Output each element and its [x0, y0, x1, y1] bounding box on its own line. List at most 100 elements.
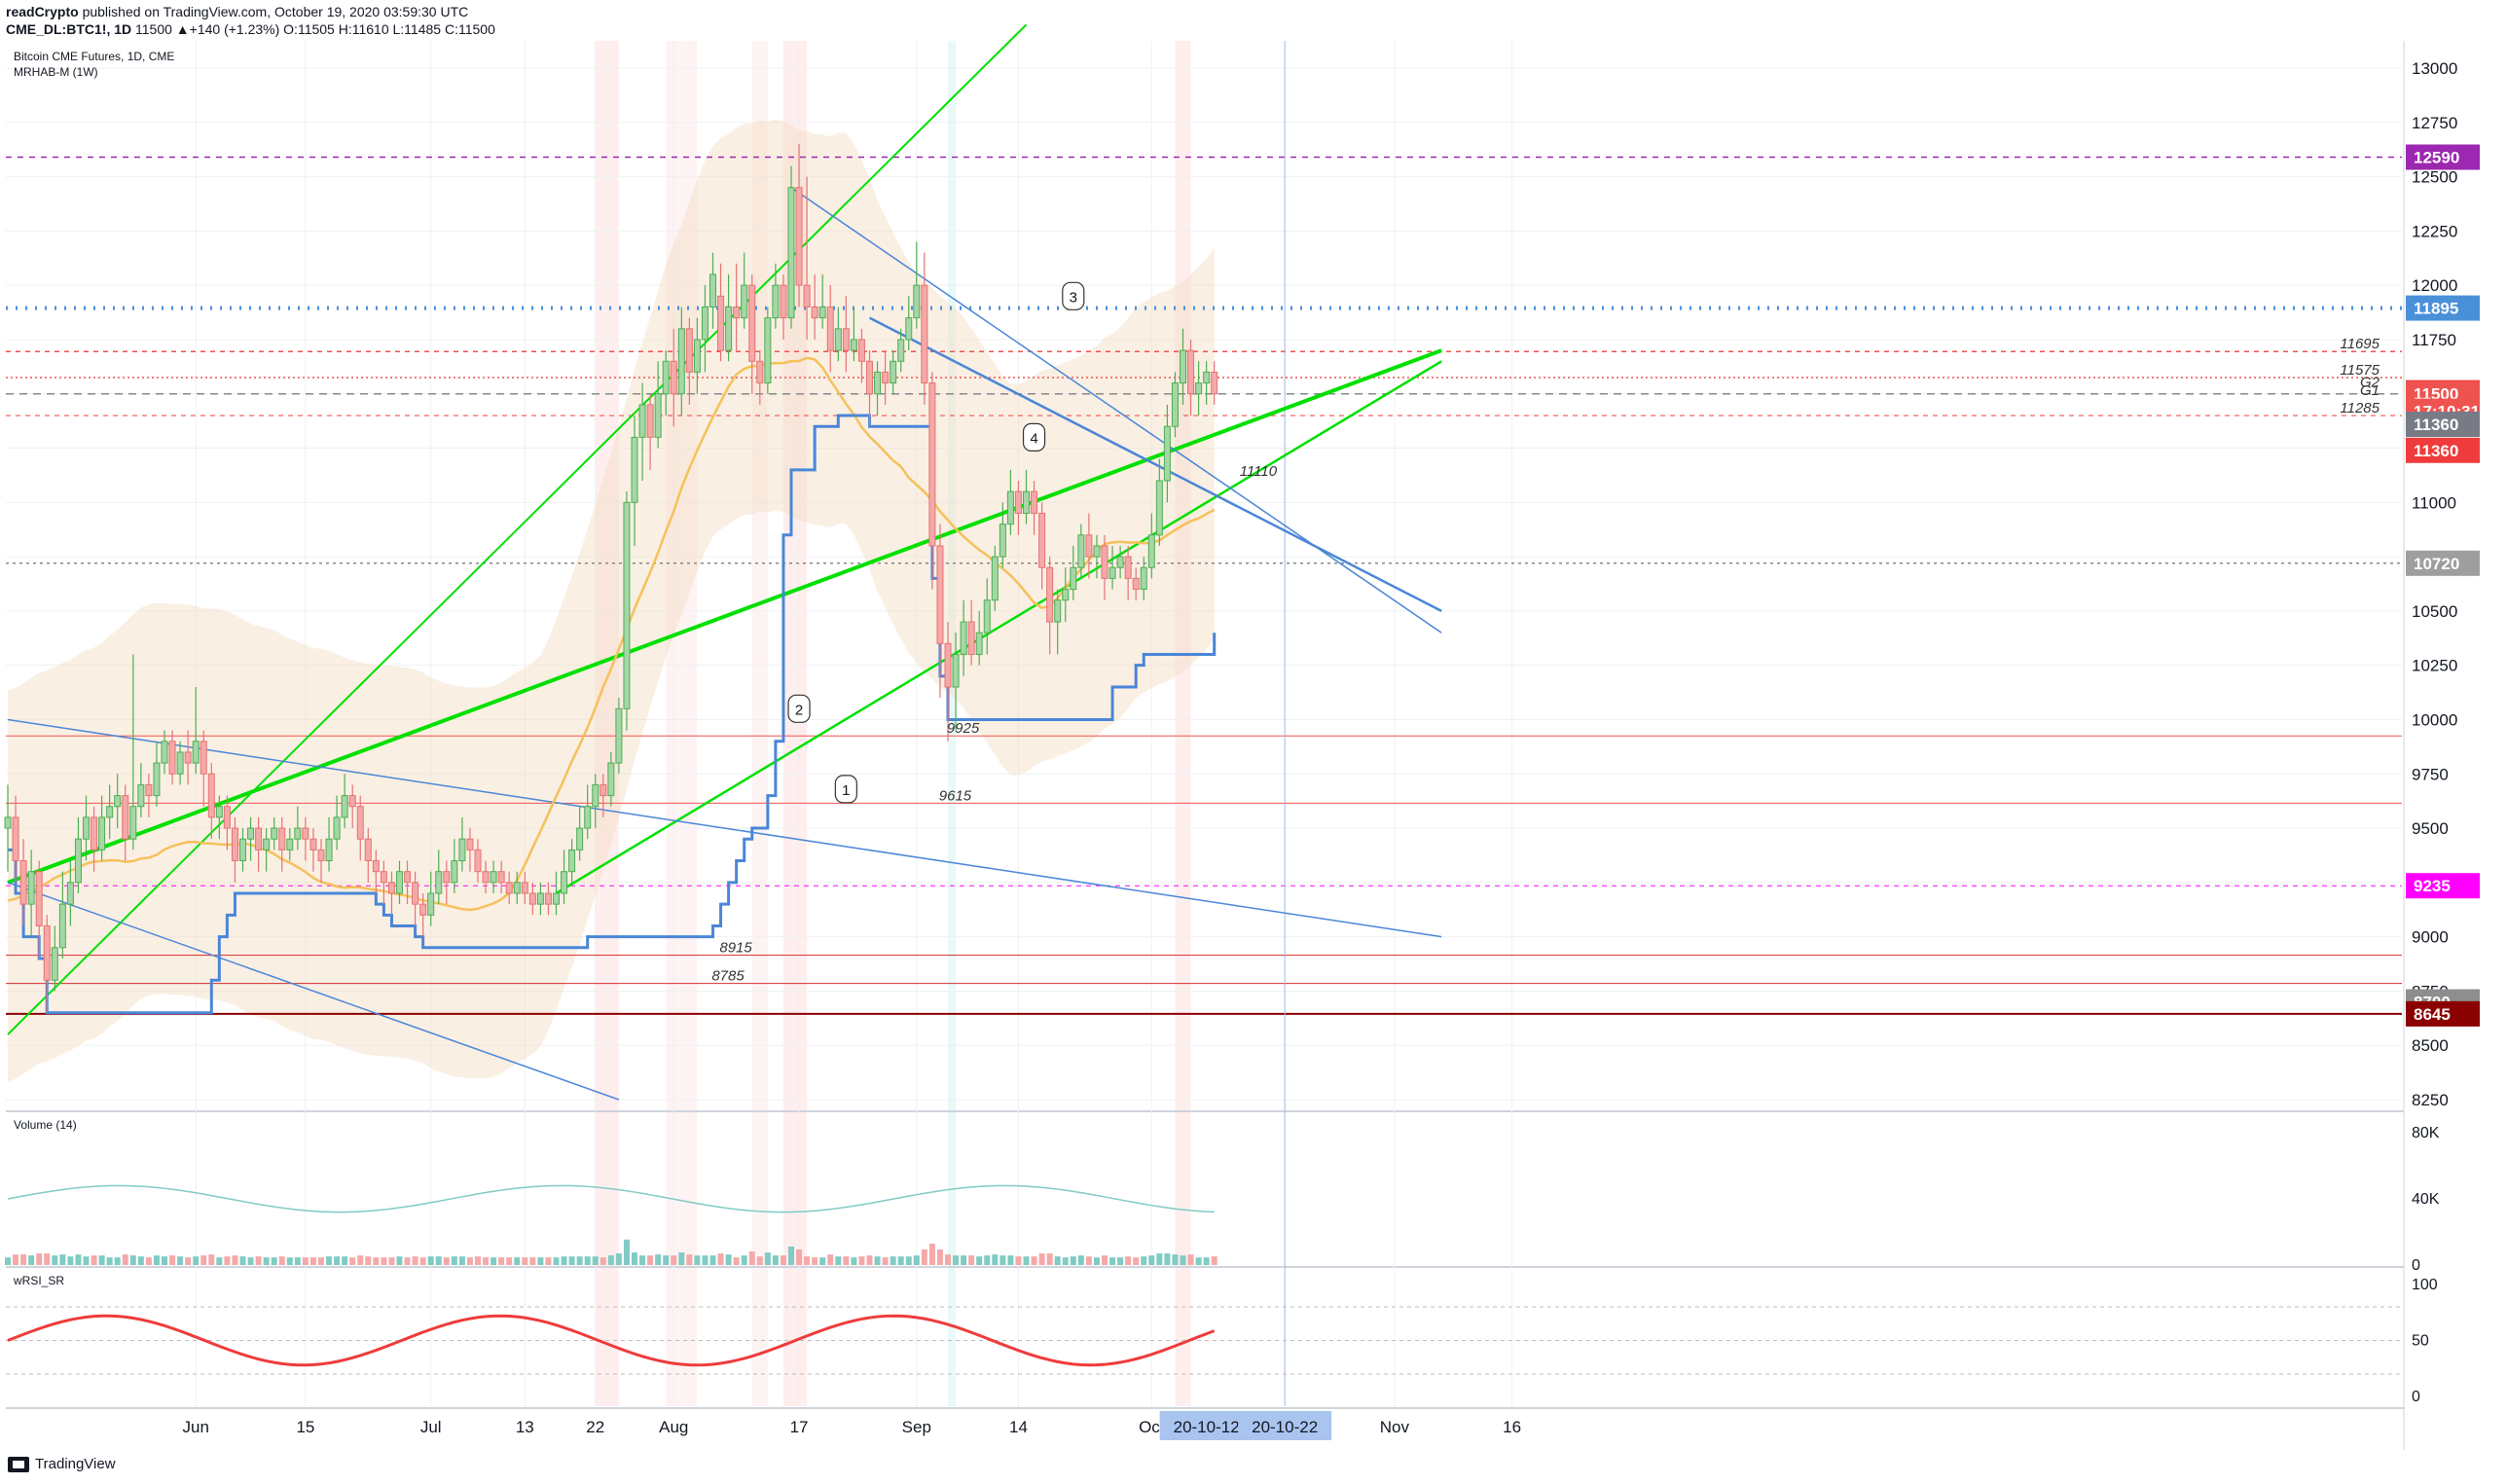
blue-trendline-mid [868, 316, 1442, 613]
volume-bar [357, 1255, 364, 1265]
candle-body [341, 795, 348, 818]
volume-bar [678, 1252, 685, 1265]
green-trendline-support [555, 360, 1442, 895]
candle-body [66, 882, 74, 905]
candle-body [944, 642, 952, 688]
volume-bar [334, 1256, 341, 1265]
candle-body [725, 306, 733, 351]
tradingview-logo[interactable]: TradingView [8, 1456, 116, 1472]
volume-bar [686, 1254, 693, 1265]
tradingview-logo-icon [8, 1456, 29, 1472]
candle-body [842, 328, 850, 351]
volume-bar [419, 1257, 426, 1265]
callout-box [1062, 281, 1085, 310]
candle-body [380, 871, 387, 884]
candle-body [325, 838, 333, 862]
chart-header: readCrypto published on TradingView.com,… [0, 0, 2507, 41]
candle-body [1203, 371, 1211, 384]
candle-body [51, 947, 58, 981]
rsi-line [7, 1314, 1216, 1367]
level-label: G2 [2360, 374, 2380, 390]
volume-bar [145, 1257, 152, 1265]
candle-body [693, 339, 701, 373]
candle-body [1038, 512, 1046, 568]
volume-bar [756, 1256, 763, 1265]
price-axis[interactable]: 1300012750125001225012000117501150011250… [2406, 59, 2480, 1109]
candle-body [913, 284, 921, 319]
volume-bar [1117, 1257, 1124, 1265]
volume-bar [921, 1249, 927, 1265]
price-tick-label: 8250 [2412, 1091, 2449, 1109]
event-band [782, 41, 808, 1406]
x-tick-label: Nov [1380, 1418, 1410, 1436]
price-tick-label: 12000 [2412, 276, 2457, 295]
candle-body [427, 892, 435, 916]
candle-body [1070, 566, 1077, 591]
volume-bar [506, 1257, 513, 1265]
price-tick-label: 11000 [2412, 493, 2456, 512]
volume-bar [263, 1257, 270, 1265]
level-label: 11575 [2340, 362, 2380, 379]
volume-bar [1070, 1256, 1076, 1265]
orange-moving-average [7, 356, 1216, 912]
volume-bar [286, 1257, 293, 1265]
volume-bar [162, 1256, 167, 1265]
candle-body [646, 404, 654, 438]
candle-body [35, 871, 43, 926]
volume-bar [208, 1254, 215, 1265]
candle-body [372, 860, 380, 873]
volume-bar [67, 1256, 74, 1265]
volume-bar [725, 1254, 732, 1265]
volume-tick-label: 80K [2412, 1125, 2440, 1141]
price-badge-label: 9235 [2414, 877, 2451, 895]
candle-body [458, 838, 466, 862]
candle-body [928, 382, 936, 547]
event-band [751, 41, 768, 1406]
price-badge [2406, 1000, 2480, 1027]
volume-bar [945, 1254, 951, 1265]
price-badge-label: 10720 [2414, 555, 2459, 573]
volume-bar [309, 1257, 316, 1265]
publisher-name[interactable]: readCrypto [6, 4, 79, 19]
candle-body [615, 707, 623, 764]
candle-body [412, 882, 419, 905]
candle-body [1163, 425, 1171, 482]
candle-body [239, 838, 246, 862]
volume-bar [961, 1255, 967, 1265]
trend-lines [7, 23, 1442, 1101]
price-tick-label: 13000 [2412, 59, 2457, 78]
candle-body [168, 741, 176, 775]
candle-body [1006, 490, 1014, 525]
volume-bar [553, 1257, 560, 1265]
candle-body [12, 816, 19, 862]
candle-body [764, 317, 772, 384]
volume-bar [404, 1257, 411, 1265]
publish-line: readCrypto published on TradingView.com,… [6, 4, 468, 19]
candle-body [701, 306, 708, 341]
volume-bar [498, 1257, 505, 1265]
candle-body [607, 762, 615, 797]
volume-bar [655, 1254, 662, 1265]
candle-body [207, 773, 215, 818]
candle-body [263, 838, 271, 851]
x-tick-label: 22 [586, 1418, 604, 1436]
candle-body [709, 273, 716, 308]
volume-bar [953, 1255, 960, 1265]
volume-bar [1172, 1254, 1179, 1265]
symbol-name[interactable]: CME_DL:BTC1!, 1D [6, 21, 132, 37]
volume-bar [671, 1255, 677, 1265]
candle-body [1155, 480, 1163, 536]
volume-bar [788, 1246, 794, 1265]
volume-bar [584, 1256, 591, 1265]
candle-body [717, 295, 725, 351]
volume-bar [435, 1256, 442, 1265]
x-tick-label: 15 [296, 1418, 314, 1436]
price-tick-label: 8500 [2412, 1036, 2449, 1055]
volume-bar [216, 1257, 223, 1265]
symbol-line: CME_DL:BTC1!, 1D 11500 ▲+140 (+1.23%) O:… [6, 21, 495, 37]
candle-body [677, 328, 685, 395]
candle-body [1077, 534, 1085, 568]
volume-bar [514, 1257, 521, 1265]
x-tick-label: Jun [182, 1418, 208, 1436]
